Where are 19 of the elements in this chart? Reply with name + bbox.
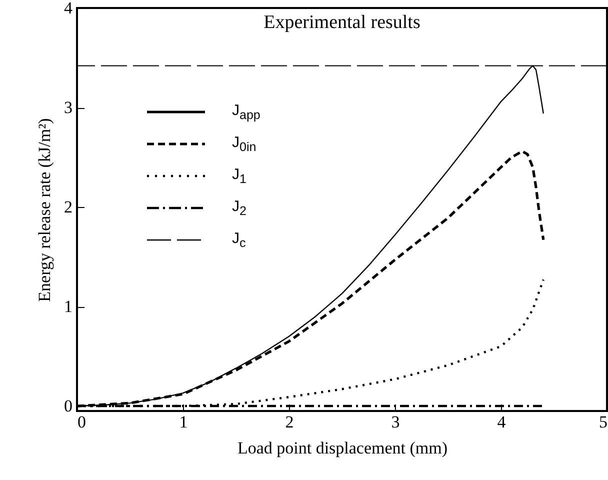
y-axis-title: Energy release rate (kJ/m²) bbox=[35, 118, 54, 302]
x-tick-label: 0 bbox=[78, 412, 86, 432]
x-tick-label: 5 bbox=[599, 412, 608, 432]
legend-label: J$_{c}$ bbox=[232, 230, 246, 250]
x-tick-label: 4 bbox=[497, 412, 506, 432]
x-tick-label: 2 bbox=[285, 412, 294, 432]
legend-label: J$_{app}$ bbox=[232, 102, 260, 122]
legend-label: J$_{0in}$ bbox=[232, 134, 256, 154]
legend-label: J$_{1}$ bbox=[232, 166, 246, 186]
y-tick-label: 0 bbox=[64, 396, 72, 416]
y-tick-label: 3 bbox=[64, 98, 72, 118]
x-tick-label: 1 bbox=[179, 412, 188, 432]
x-axis-title: Load point displacement (mm) bbox=[237, 438, 448, 458]
chart-title: Experimental results bbox=[264, 12, 420, 33]
x-tick-label: 3 bbox=[391, 412, 400, 432]
y-tick-label: 1 bbox=[64, 297, 72, 316]
y-tick-label: 2 bbox=[64, 198, 72, 217]
legend-label: J$_{2}$ bbox=[232, 198, 246, 218]
y-tick-label: 4 bbox=[64, 0, 73, 18]
